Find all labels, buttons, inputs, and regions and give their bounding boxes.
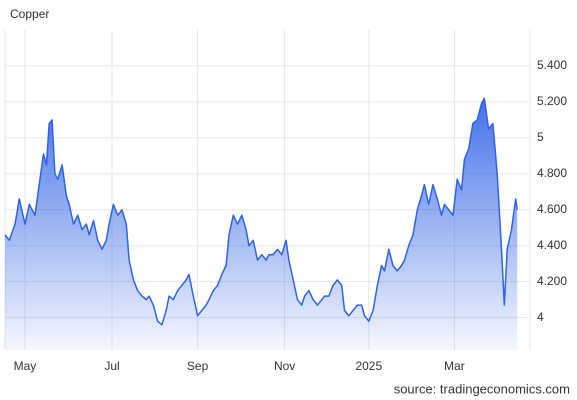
y-tick-label: 4.800 (537, 166, 567, 180)
y-tick-label: 4 (537, 310, 544, 324)
area-fill (5, 98, 518, 350)
y-tick-label: 5.400 (537, 58, 567, 72)
y-tick-label: 5.200 (537, 94, 567, 108)
x-tick-label: May (14, 359, 37, 373)
y-tick-label: 4.200 (537, 274, 567, 288)
line (4, 97, 518, 326)
y-tick-label: 5 (537, 130, 544, 144)
x-tick-label: Mar (444, 359, 465, 373)
y-tick-label: 4.600 (537, 202, 567, 216)
x-tick-label: 2025 (355, 359, 382, 373)
source: source: tradingeconomics.com (394, 381, 570, 396)
x-tick-label: Nov (274, 359, 295, 373)
chart-title: Copper (10, 7, 49, 21)
y-tick-label: 4.400 (537, 238, 567, 252)
x-tick-label: Jul (104, 359, 119, 373)
x-tick-label: Sep (187, 359, 209, 373)
